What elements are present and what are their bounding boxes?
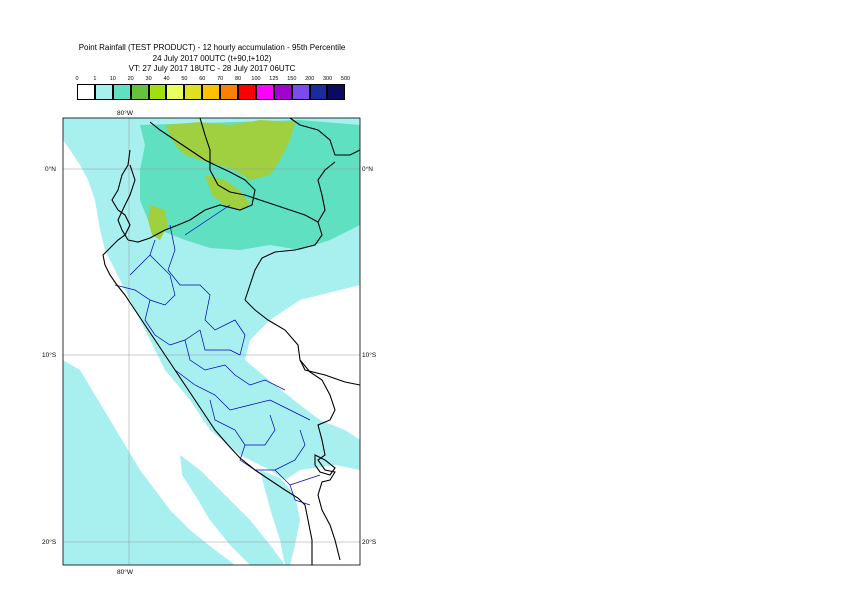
legend-color-box [202, 84, 221, 100]
lat-label-0n-left: 0°N [45, 165, 56, 173]
lon-label-top: 80°W [117, 109, 134, 117]
light-rain-area [63, 360, 235, 565]
region-border [184, 339, 286, 391]
legend-threshold-label: 70 [217, 76, 224, 82]
legend-color-box [148, 84, 167, 100]
legend-color-box [166, 84, 185, 100]
map-frame [62, 117, 361, 566]
legend-threshold-label: 10 [109, 76, 116, 82]
legend-color-box [77, 84, 95, 100]
region-border [174, 369, 311, 421]
legend-color-box [94, 84, 113, 100]
lake-titicaca [314, 454, 336, 476]
region-border [144, 299, 201, 346]
legend-threshold-label: 100 [251, 76, 261, 82]
chart-title: Point Rainfall (TEST PRODUCT) - 12 hourl… [78, 43, 346, 52]
legend-threshold-label: 150 [287, 76, 297, 82]
country-borders [102, 117, 361, 565]
brazil-north-border [317, 161, 336, 223]
legend-color-box [273, 84, 292, 100]
legend-threshold-label: 50 [181, 76, 188, 82]
legend-threshold-label: 300 [323, 76, 333, 82]
ecuador-coast [117, 164, 136, 241]
legend-threshold-label: 40 [163, 76, 170, 82]
valid-time: VT: 27 July 2017 18UTC - 28 July 2017 06… [128, 64, 296, 73]
legend-threshold-label: 30 [145, 76, 152, 82]
lat-label-0n-right: 0°N [362, 165, 373, 173]
run-time: 24 July 2017 00UTC (t+90,t+102) [152, 53, 272, 63]
region-border [274, 469, 321, 486]
region-border [184, 204, 231, 236]
rainfall-field [63, 118, 360, 565]
lat-label-20s-right: 20°S [362, 538, 377, 546]
region-border [289, 484, 311, 506]
region-borders [114, 204, 321, 506]
light-rain-area [260, 470, 300, 565]
region-border [199, 329, 241, 356]
legend-color-box [291, 84, 310, 100]
legend-threshold-label: 80 [235, 76, 242, 82]
lat-label-10s-left: 10°S [42, 351, 57, 359]
colombia-border [199, 117, 323, 301]
coastline [102, 149, 313, 565]
legend-color-box [255, 84, 274, 100]
legend-color-box [327, 84, 346, 100]
legend-threshold-label: 1 [93, 76, 97, 82]
brazil-border [244, 299, 361, 386]
region-border [129, 254, 151, 276]
legend-threshold-label: 500 [340, 76, 351, 82]
color-legend: 0 1 10 20 30 40 50 60 70 80 100 125 150 200 300 500 [75, 76, 351, 100]
legend-boxes [77, 84, 346, 100]
map-grid [63, 118, 360, 565]
heavy-rain-area [205, 175, 250, 210]
legend-color-box [130, 84, 149, 100]
legend-color-box [220, 84, 239, 100]
legend-labels: 0 1 10 20 30 40 50 60 70 80 100 125 150 200 300 500 [75, 76, 351, 84]
heavy-rain-area [165, 120, 295, 180]
region-border [114, 264, 176, 306]
lat-label-10s-right: 10°S [362, 351, 377, 359]
title-block: Point Rainfall (TEST PRODUCT) - 12 hourl… [0, 43, 424, 75]
legend-threshold-label: 125 [269, 76, 279, 82]
legend-color-box [112, 84, 131, 100]
light-rain-area [180, 455, 285, 565]
legend-color-box [184, 84, 203, 100]
lon-label-bottom: 80°W [117, 568, 134, 576]
legend-threshold-label: 200 [305, 76, 315, 82]
ecuador-border [127, 121, 256, 243]
legend-color-box [309, 84, 328, 100]
bolivia-border [299, 359, 341, 561]
legend-color-box [238, 84, 256, 100]
legend-threshold-label: 60 [199, 76, 206, 82]
region-border [167, 224, 246, 356]
lat-label-20s-left: 20°S [42, 538, 57, 546]
legend-threshold-label: 20 [127, 76, 134, 82]
venezuela-border [289, 117, 361, 156]
legend-threshold-label: 0 [75, 76, 79, 82]
